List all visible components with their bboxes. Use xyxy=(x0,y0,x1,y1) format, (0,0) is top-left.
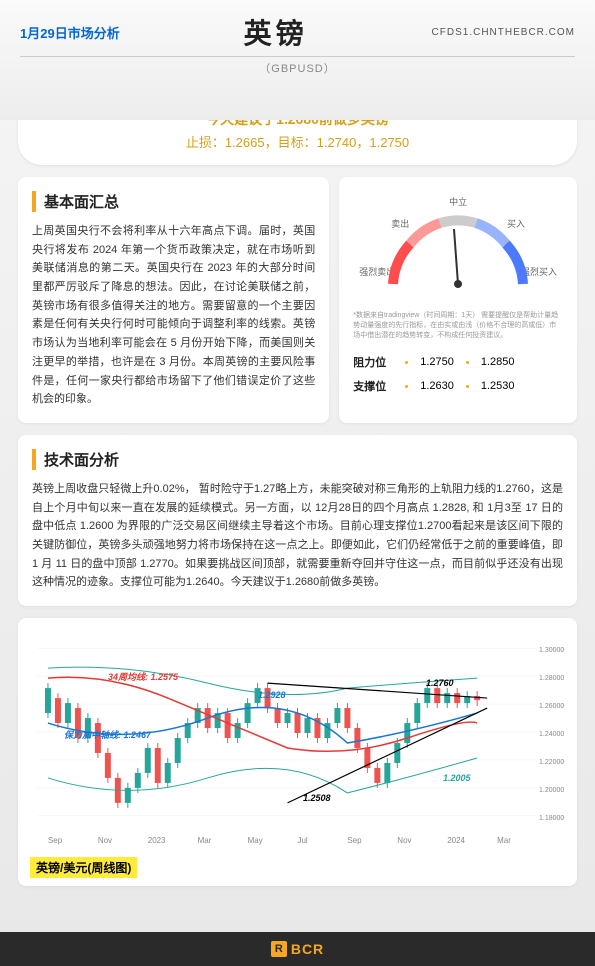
resistance-row: 阻力位 1.27501.2850 xyxy=(353,350,563,374)
svg-text:Nov: Nov xyxy=(397,836,411,845)
rec-line1: 今天建议于1.2680前做多英镑 xyxy=(38,109,557,129)
logo-icon: R xyxy=(271,941,287,957)
chart-label: 英镑/美元(周线图) xyxy=(30,857,137,878)
brand-text: BCR xyxy=(291,941,324,957)
svg-text:Mar: Mar xyxy=(198,836,212,845)
svg-text:1.18000: 1.18000 xyxy=(539,815,564,822)
chart-annotation: 1.2508 xyxy=(303,793,331,803)
chart-annotation: 34周均线: 1.2575 xyxy=(108,670,178,683)
technical-title: 技术面分析 xyxy=(32,449,563,470)
svg-text:Nov: Nov xyxy=(98,836,112,845)
svg-text:2024: 2024 xyxy=(447,836,465,845)
chart-annotation: 保力加中轴线: 1.2467 xyxy=(64,728,151,741)
market-date: 1月29日市场分析 xyxy=(20,23,120,42)
rec-line2: 止损：1.2665，目标：1.2740，1.2750 xyxy=(38,132,557,151)
svg-text:Jul: Jul xyxy=(298,836,308,845)
gauge-svg xyxy=(378,209,538,299)
fundamental-card: 基本面汇总 上周英国央行不会将利率从十六年高点下调。届时，英国央行将发布 202… xyxy=(18,177,329,423)
svg-text:1.30000: 1.30000 xyxy=(539,647,564,654)
support-row: 支撑位 1.26301.2530 xyxy=(353,374,563,398)
gauge-card: 中立 卖出 买入 强烈卖出 强烈买入 *数据来自tradingview（时间周期… xyxy=(339,177,577,423)
svg-text:1.24000: 1.24000 xyxy=(539,731,564,738)
header: 1月29日市场分析 英镑 CFDS1.CHNTHEBCR.COM （GBPUSD… xyxy=(0,0,595,83)
instrument-title: 英镑 xyxy=(120,12,432,52)
technical-card: 技术面分析 英镑上周收盘只轻微上升0.02%， 暂时险守于1.27略上方，未能突… xyxy=(18,435,577,606)
recommendation-box: 今天建议于1.2680前做多英镑 止损：1.2665，目标：1.2740，1.2… xyxy=(18,95,577,165)
svg-text:1.20000: 1.20000 xyxy=(539,787,564,794)
svg-text:May: May xyxy=(248,836,263,845)
technical-text: 英镑上周收盘只轻微上升0.02%， 暂时险守于1.27略上方，未能突破对称三角形… xyxy=(32,480,563,592)
chart-annotation: 1.2760 xyxy=(426,678,454,688)
footer: R BCR xyxy=(0,932,595,966)
chart-annotation: 1.2928 xyxy=(258,690,286,700)
chart-card: Sep Nov 2023 Mar May Jul Sep Nov 2024 Mar 1.30000… xyxy=(18,618,577,886)
site-url: CFDS1.CHNTHEBCR.COM xyxy=(432,27,575,38)
fundamental-title: 基本面汇总 xyxy=(32,191,315,212)
chart-annotation: 1.2005 xyxy=(443,773,471,783)
svg-text:1.22000: 1.22000 xyxy=(539,759,564,766)
sentiment-gauge: 中立 卖出 买入 强烈卖出 强烈买入 xyxy=(353,191,563,301)
svg-text:1.26000: 1.26000 xyxy=(539,703,564,710)
svg-text:Sep: Sep xyxy=(347,836,362,845)
svg-text:2023: 2023 xyxy=(148,836,166,845)
gauge-note: *数据来自tradingview（时间周期：1天） 需要提醒仅是帮助计量趋势动量… xyxy=(353,311,563,340)
fundamental-text: 上周英国央行不会将利率从十六年高点下调。届时，英国央行将发布 2024 年第一个… xyxy=(32,222,315,409)
svg-text:1.28000: 1.28000 xyxy=(539,675,564,682)
svg-text:Mar: Mar xyxy=(497,836,511,845)
svg-text:Sep: Sep xyxy=(48,836,63,845)
instrument-subtitle: （GBPUSD） xyxy=(259,63,335,75)
